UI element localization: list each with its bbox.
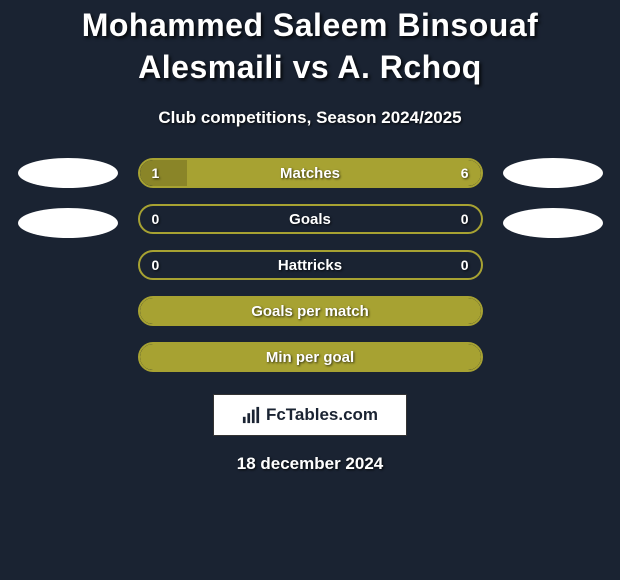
stat-row: 0 0 Goals xyxy=(138,204,483,234)
logo-box[interactable]: FcTables.com xyxy=(213,394,407,436)
player-oval xyxy=(18,158,118,188)
stat-bar-left xyxy=(140,160,188,186)
stat-label: Goals per match xyxy=(251,303,369,320)
player-oval xyxy=(503,158,603,188)
stat-row: 0 0 Hattricks xyxy=(138,250,483,280)
stat-value-left: 1 xyxy=(152,165,160,181)
subtitle: Club competitions, Season 2024/2025 xyxy=(158,108,461,128)
stat-row: Goals per match xyxy=(138,296,483,326)
date-text: 18 december 2024 xyxy=(237,454,384,474)
left-ovals xyxy=(13,158,123,238)
stat-label: Min per goal xyxy=(266,349,354,366)
logo-text: FcTables.com xyxy=(266,405,378,425)
stat-label: Goals xyxy=(289,211,331,228)
stat-rows: 1 6 Matches 0 0 Goals 0 0 Hattricks Goals per mat… xyxy=(138,158,483,372)
stat-value-right: 0 xyxy=(461,257,469,273)
stat-row: 1 6 Matches xyxy=(138,158,483,188)
stat-label: Matches xyxy=(280,165,340,182)
comparison-title: Mohammed Saleem Binsouaf Alesmaili vs A.… xyxy=(0,0,620,88)
stat-value-left: 0 xyxy=(152,211,160,227)
right-ovals xyxy=(498,158,608,238)
bar-chart-icon xyxy=(242,406,260,424)
stat-label: Hattricks xyxy=(278,257,342,274)
player-oval xyxy=(503,208,603,238)
stat-value-right: 0 xyxy=(461,211,469,227)
stat-value-right: 6 xyxy=(461,165,469,181)
stat-row: Min per goal xyxy=(138,342,483,372)
stats-area: 1 6 Matches 0 0 Goals 0 0 Hattricks Goals per mat… xyxy=(0,158,620,372)
player-oval xyxy=(18,208,118,238)
stat-value-left: 0 xyxy=(152,257,160,273)
